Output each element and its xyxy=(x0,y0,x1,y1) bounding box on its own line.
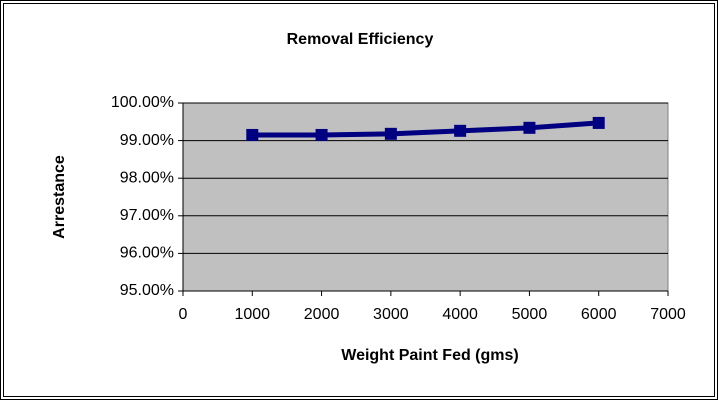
x-tick-label: 6000 xyxy=(581,306,617,323)
x-tick-label: 3000 xyxy=(373,306,409,323)
chart-inner-border xyxy=(3,3,715,397)
y-tick-label: 99.00% xyxy=(120,132,174,149)
y-tick-label: 98.00% xyxy=(120,169,174,186)
y-tick-label: 97.00% xyxy=(120,207,174,224)
data-marker xyxy=(384,127,397,140)
data-marker xyxy=(315,128,328,141)
x-tick-label: 1000 xyxy=(234,306,270,323)
x-tick-label: 4000 xyxy=(442,306,478,323)
data-line xyxy=(252,120,599,138)
y-tick-label: 100.00% xyxy=(111,94,174,111)
x-tick-label: 5000 xyxy=(512,306,548,323)
chart-title: Removal Efficiency xyxy=(287,31,434,48)
data-marker xyxy=(592,116,605,129)
x-tick-label: 2000 xyxy=(304,306,340,323)
x-axis-label: Weight Paint Fed (gms) xyxy=(341,347,518,364)
y-tick-label: 95.00% xyxy=(120,282,174,299)
data-marker xyxy=(454,124,467,137)
data-marker xyxy=(523,121,536,134)
y-axis-label: Arrestance xyxy=(51,155,68,239)
data-marker xyxy=(246,128,259,141)
x-tick-label: 0 xyxy=(179,306,188,323)
x-tick-label: 7000 xyxy=(650,306,686,323)
y-tick-label: 96.00% xyxy=(120,245,174,262)
